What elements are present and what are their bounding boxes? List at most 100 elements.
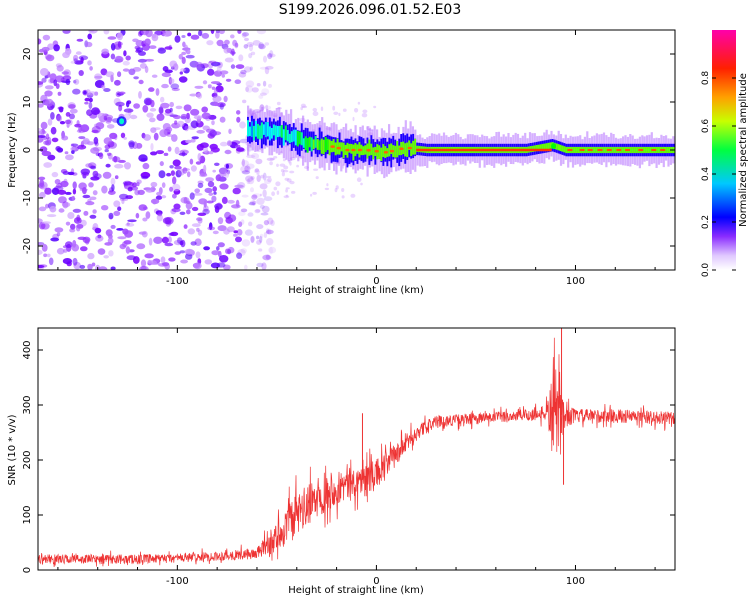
noise-speckle — [264, 67, 270, 75]
signal-core — [555, 143, 558, 150]
noise-speckle — [61, 202, 71, 208]
noise-speckle — [110, 177, 116, 186]
noise-speckle — [138, 91, 142, 99]
noise-speckle — [210, 147, 220, 153]
noise-speckle — [189, 60, 199, 68]
y-tick-label: 200 — [22, 450, 33, 469]
noise-speckle — [215, 85, 224, 93]
signal-peak — [336, 146, 341, 150]
noise-speckle — [190, 120, 199, 129]
noise-speckle — [94, 227, 102, 234]
noise-speckle — [94, 75, 103, 79]
noise-speckle — [84, 101, 89, 105]
signal-bump — [551, 143, 557, 150]
figure-title: S199.2026.096.01.52.E03 — [279, 2, 462, 18]
signal-core — [328, 139, 331, 156]
noise-speckle — [263, 232, 268, 238]
noise-speckle — [164, 46, 173, 50]
noise-speckle — [46, 214, 57, 218]
signal-peak — [366, 149, 371, 152]
signal-core — [292, 129, 295, 142]
noise-speckle — [241, 194, 249, 198]
noise-speckle — [132, 182, 138, 188]
noise-speckle — [160, 102, 170, 109]
noise-speckle — [116, 228, 124, 231]
colorbar-tick-label: 0.0 — [701, 263, 711, 278]
noise-speckle — [243, 66, 252, 73]
noise-speckle — [133, 76, 139, 80]
noise-speckle — [138, 51, 146, 56]
noise-speckle — [203, 246, 211, 251]
noise-speckle — [150, 181, 158, 188]
noise-speckle — [214, 205, 220, 213]
noise-speckle — [181, 35, 186, 38]
noise-speckle — [216, 39, 224, 47]
noise-speckle — [216, 262, 226, 268]
noise-speckle — [204, 187, 213, 193]
noise-speckle — [117, 159, 126, 163]
noise-speckle — [258, 248, 263, 252]
noise-speckle — [266, 53, 276, 58]
noise-speckle — [252, 193, 262, 198]
noise-speckle — [64, 119, 72, 125]
noise-speckle — [195, 251, 201, 259]
noise-speckle — [79, 264, 86, 269]
noise-speckle — [259, 193, 262, 197]
noise-speckle — [163, 32, 171, 37]
noise-speckle — [252, 200, 256, 206]
noise-speckle — [101, 205, 109, 211]
signal-core — [340, 142, 343, 152]
noise-speckle — [267, 53, 273, 60]
noise-speckle — [113, 200, 121, 208]
noise-speckle — [244, 37, 249, 42]
signal-core — [334, 142, 337, 156]
noise-speckle — [170, 78, 175, 84]
noise-speckle — [88, 91, 97, 96]
noise-speckle — [208, 60, 217, 64]
noise-speckle — [38, 264, 45, 269]
noise-speckle — [87, 33, 92, 40]
noise-speckle — [141, 175, 149, 180]
noise-speckle — [39, 191, 46, 199]
signal-peak — [330, 145, 335, 148]
noise-speckle — [267, 217, 274, 225]
noise-speckle — [170, 170, 175, 176]
noise-speckle — [38, 138, 43, 143]
noise-speckle — [56, 232, 61, 237]
noise-speckle — [265, 228, 270, 235]
colorbar-bar — [712, 30, 736, 270]
noise-speckle — [69, 108, 78, 114]
signal-core — [362, 146, 365, 156]
noise-speckle — [181, 151, 186, 157]
noise-speckle — [40, 121, 48, 130]
noise-speckle — [137, 58, 147, 63]
noise-speckle — [44, 85, 54, 90]
signal-core — [406, 142, 409, 157]
noise-speckle — [173, 203, 181, 210]
signal-core — [398, 145, 401, 156]
noise-speckle — [69, 113, 75, 120]
noise-speckle — [241, 160, 249, 167]
noise-speckle — [248, 53, 253, 59]
noise-speckle — [214, 72, 220, 76]
noise-speckle — [262, 172, 267, 181]
signal-core — [290, 131, 293, 143]
noise-speckle — [88, 97, 93, 103]
noise-speckle — [250, 236, 255, 244]
signal-halo — [383, 130, 386, 179]
signal-core — [272, 124, 275, 136]
noise-speckle — [150, 198, 160, 204]
noise-speckle — [352, 116, 355, 122]
noise-speckle — [207, 68, 215, 76]
noise-speckle — [106, 152, 112, 156]
noise-speckle — [185, 202, 193, 210]
noise-speckle — [266, 175, 272, 179]
signal-core — [324, 137, 327, 153]
noise-speckle — [101, 48, 109, 55]
noise-speckle — [50, 126, 57, 135]
noise-speckle — [110, 43, 116, 51]
noise-speckle — [239, 138, 249, 144]
signal-core — [645, 146, 647, 154]
noise-speckle — [124, 162, 131, 170]
